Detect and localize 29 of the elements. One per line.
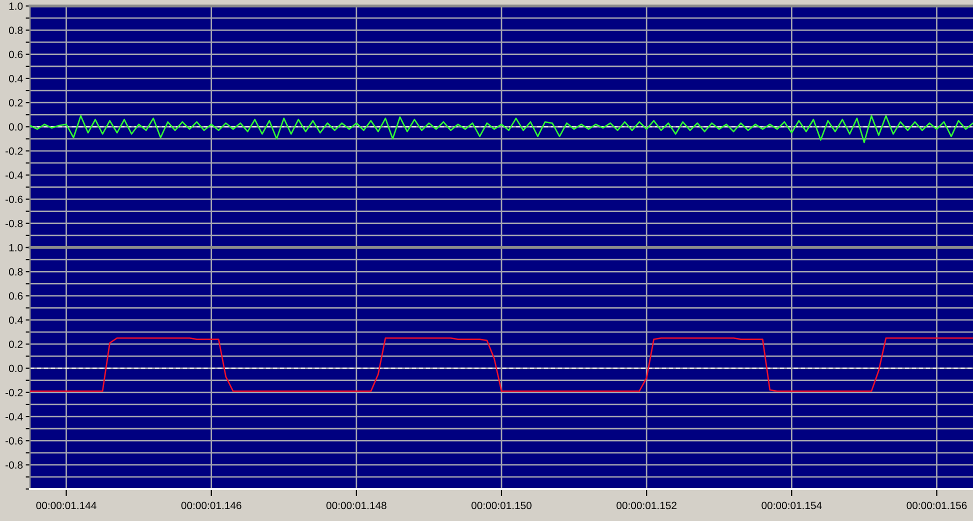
y-tick-label: -0.8 (6, 461, 23, 469)
y-tick-label: 0.2 (8, 340, 23, 348)
x-tick-label: 00:00:01.146 (181, 502, 242, 510)
y-tick-label: -0.6 (6, 196, 23, 204)
y-tick-label: -0.2 (6, 147, 23, 155)
x-tick-label: 00:00:01.144 (36, 502, 96, 510)
x-tick-label: 00:00:01.152 (616, 502, 676, 510)
y-tick-label: 0.0 (8, 123, 23, 131)
y-tick-label: 0.2 (8, 99, 23, 106)
y-tick-label: 0.6 (8, 50, 23, 58)
y-tick-label: -0.2 (6, 388, 23, 396)
y-tick-label: 0.0 (8, 364, 23, 372)
y-tick-label: 0.6 (8, 292, 23, 300)
y-tick-label: -0.4 (6, 413, 23, 420)
y-tick-label: 0.4 (8, 316, 23, 324)
line-series (30, 337, 973, 392)
y-tick-label: -0.4 (6, 172, 23, 179)
x-tick-label: 00:00:01.150 (472, 502, 532, 510)
x-tick-label: 00:00:01.156 (906, 502, 967, 510)
y-tick-label: 1.0 (9, 2, 23, 10)
y-tick-label: -0.6 (6, 437, 23, 445)
y-tick-label: 0.4 (8, 74, 23, 82)
x-tick-label: 00:00:01.148 (326, 502, 386, 510)
line-series (30, 115, 973, 144)
y-tick-label: 1.0 (9, 244, 23, 252)
x-tick-label: 00:00:01.154 (762, 502, 822, 510)
y-tick-label: 0.8 (8, 26, 23, 34)
y-tick-label: -0.8 (6, 220, 23, 228)
y-tick-label: 0.8 (8, 268, 23, 276)
